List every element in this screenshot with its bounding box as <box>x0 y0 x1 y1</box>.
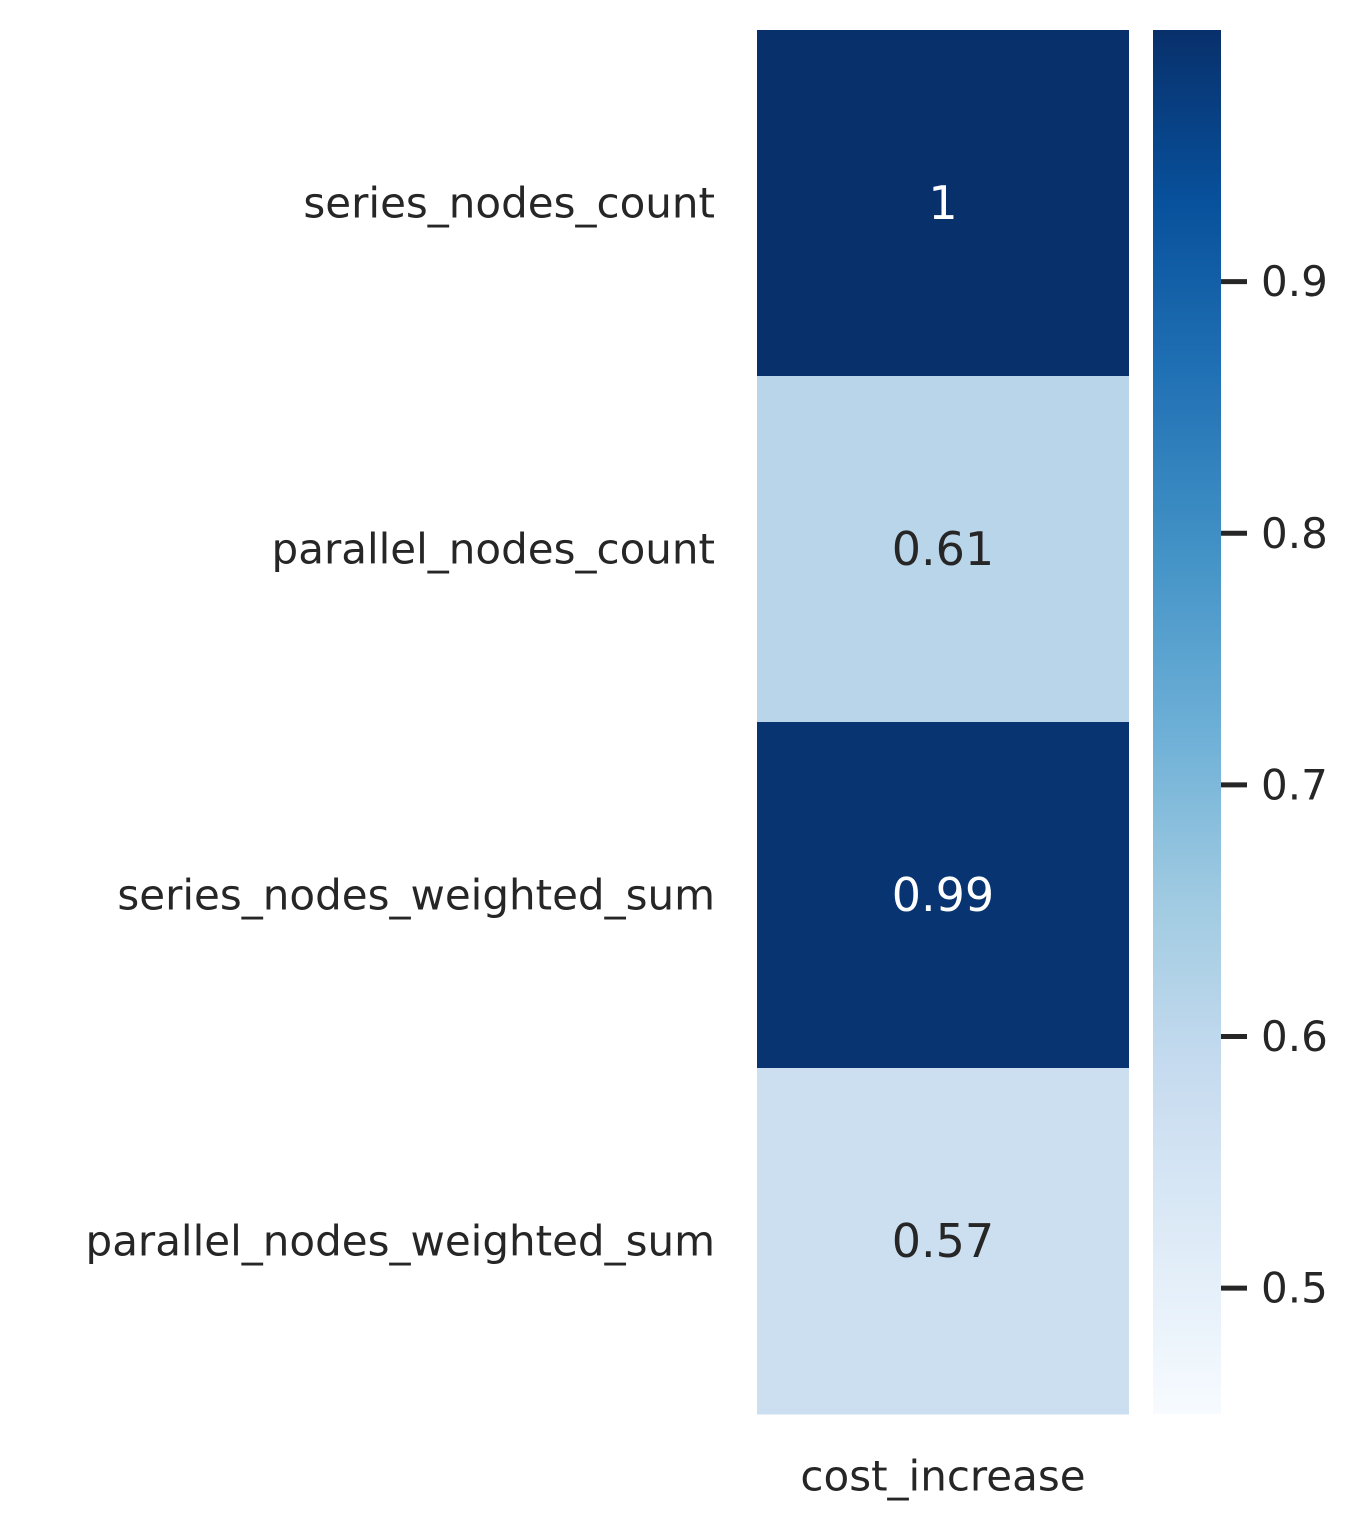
column-tick-labels: cost_increase <box>800 1452 1085 1501</box>
row-label: parallel_nodes_weighted_sum <box>86 1217 715 1266</box>
heatmap-cell <box>757 722 1129 1069</box>
cell-value-label: 1 <box>928 176 957 230</box>
colorbar: 0.9 0.8 0.7 0.6 0.5 <box>1153 30 1328 1414</box>
heatmap-cells: 1 0.61 0.99 0.57 <box>757 30 1129 1415</box>
row-tick-labels: series_nodes_count parallel_nodes_countse… <box>86 179 715 1266</box>
row-label: series_nodes_count <box>303 179 715 228</box>
colorbar-gradient <box>1153 30 1221 1414</box>
colorbar-tick-label: 0.8 <box>1261 509 1328 558</box>
colorbar-tick-label: 0.9 <box>1261 257 1328 306</box>
row-label: series_nodes_weighted_sum <box>117 871 715 920</box>
heatmap-cell <box>757 376 1129 723</box>
column-label: cost_increase <box>800 1452 1085 1501</box>
heatmap-cell <box>757 1068 1129 1415</box>
heatmap-cell <box>757 30 1129 377</box>
cell-value-label: 0.57 <box>892 1214 994 1268</box>
row-label: parallel_nodes_count <box>272 525 715 574</box>
cell-value-label: 0.61 <box>892 522 994 576</box>
colorbar-tick-label: 0.7 <box>1261 760 1328 809</box>
colorbar-tick-label: 0.5 <box>1261 1264 1328 1313</box>
colorbar-tick-label: 0.6 <box>1261 1012 1328 1061</box>
cell-value-label: 0.99 <box>892 868 994 922</box>
